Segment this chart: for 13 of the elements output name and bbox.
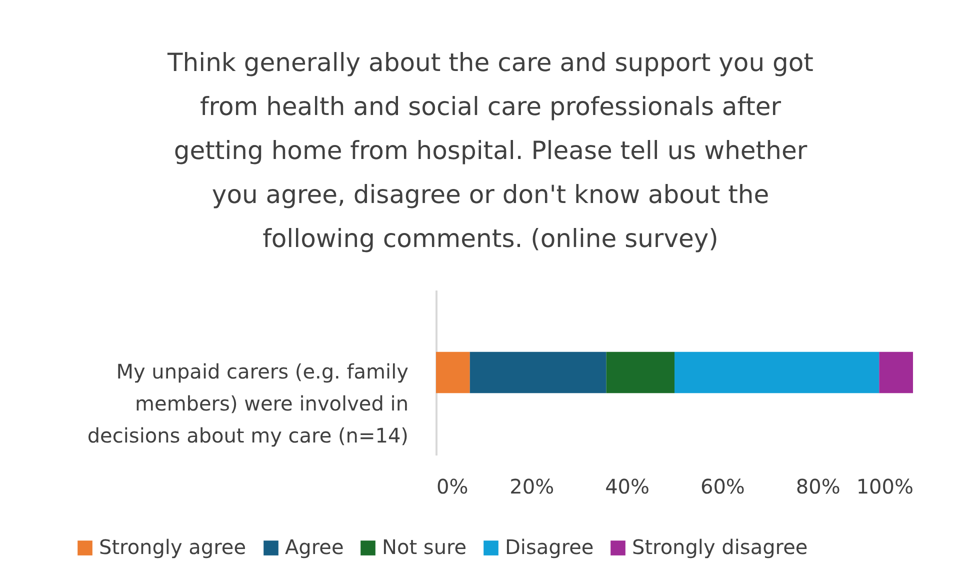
legend-label: Agree — [285, 535, 344, 559]
x-tick-label: 100% — [856, 474, 914, 498]
legend-label: Strongly agree — [99, 535, 246, 559]
y-tick-label: My unpaid carers (e.g. family members) were involved in decisions about my care (n=14) — [87, 360, 409, 448]
legend-label: Strongly disagree — [632, 535, 808, 559]
chart-title: Think generally about the care and support you got from health and social care professionals after getting home from hospital. Please tell us whether you agree, disagree or don't know about the following comments. (online survey) — [166, 48, 814, 253]
x-tick-label: 20% — [510, 474, 554, 498]
legend-label: Disagree — [505, 535, 594, 559]
x-tick-label: 60% — [700, 474, 745, 498]
x-tick-label: 0% — [436, 474, 468, 498]
x-tick-label: 80% — [796, 474, 840, 498]
x-tick-label: 40% — [605, 474, 650, 498]
legend-label: Not sure — [382, 535, 467, 559]
